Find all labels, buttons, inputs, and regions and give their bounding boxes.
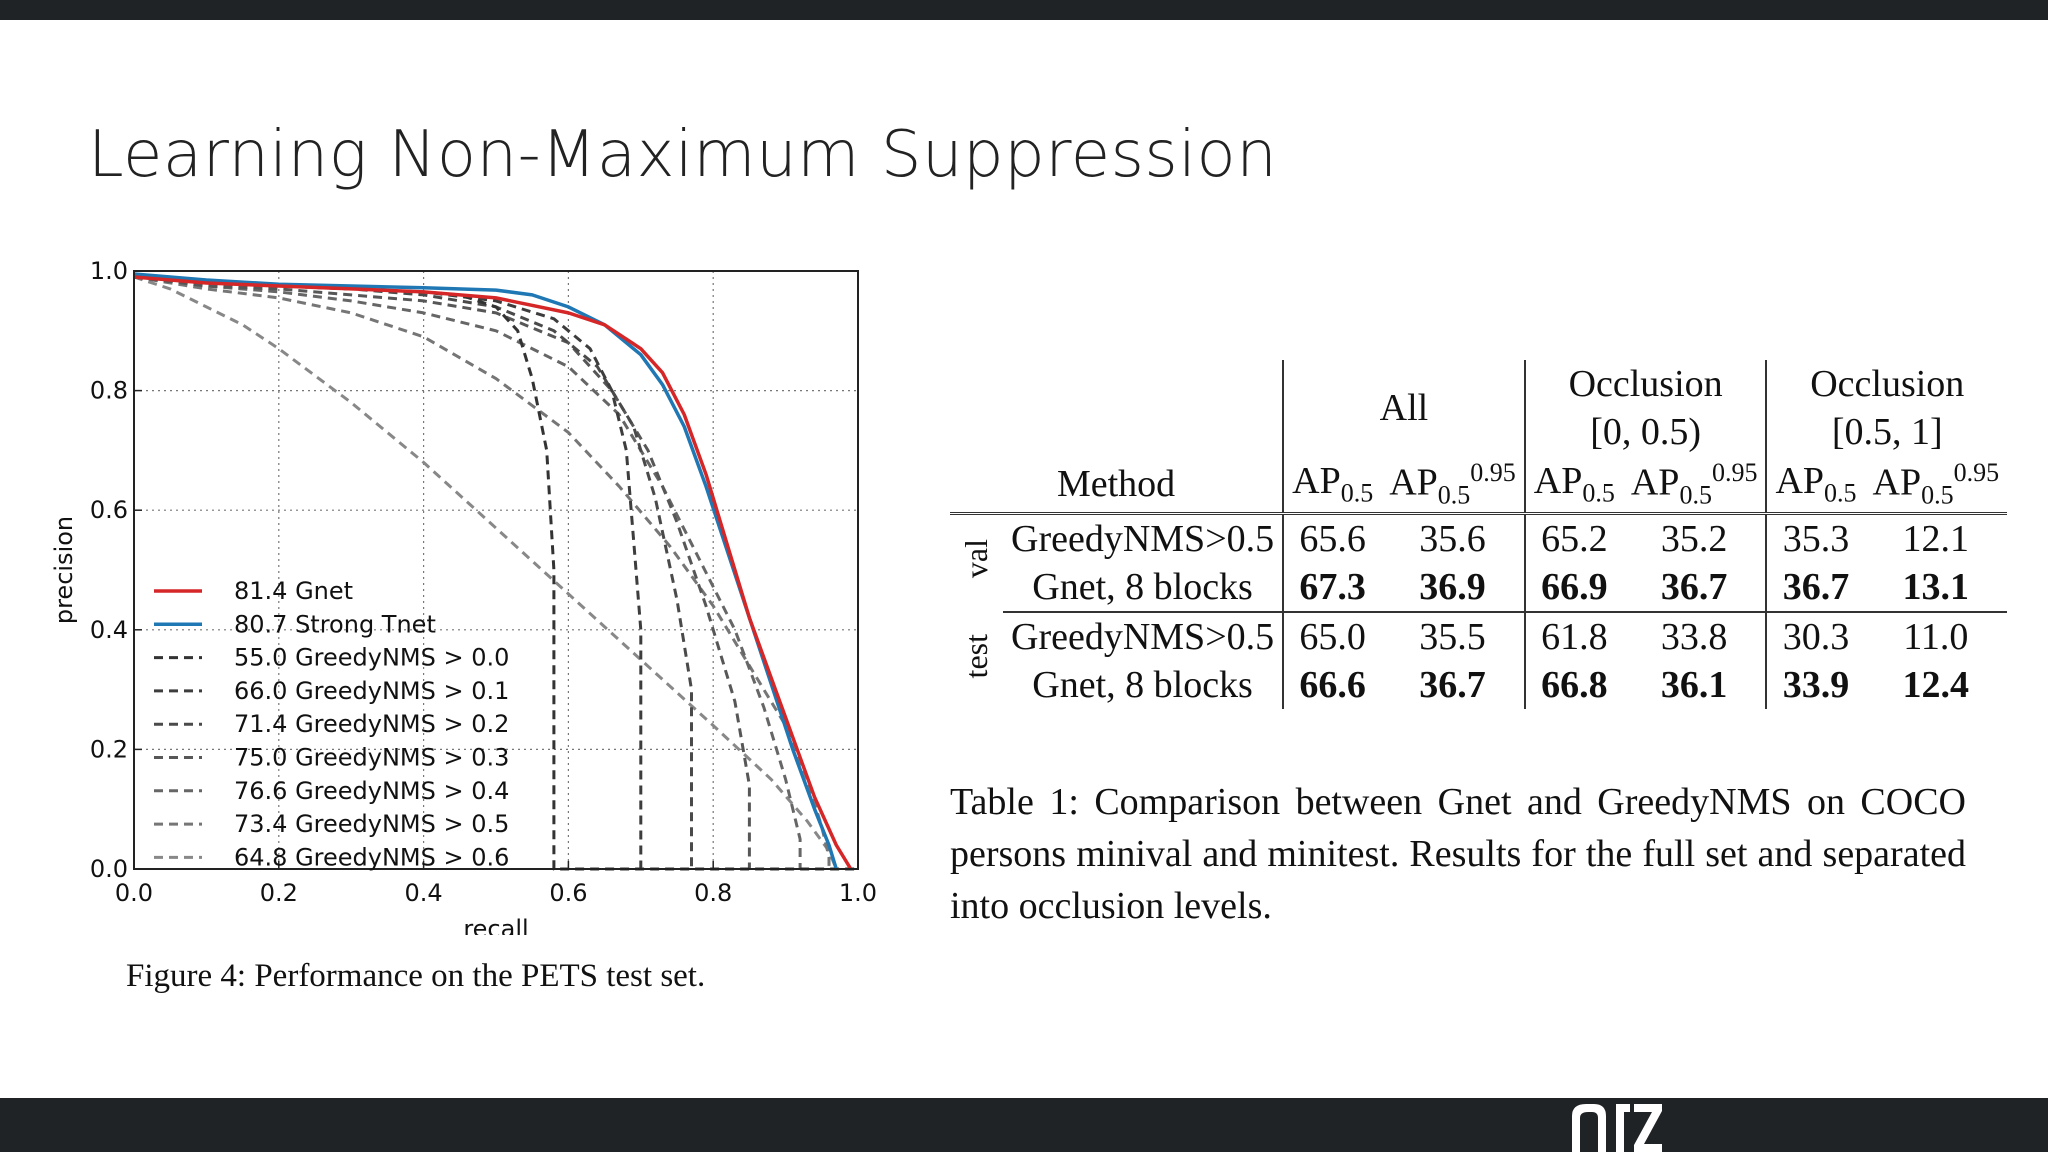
series-line: [133, 275, 838, 870]
table-cell: 66.8: [1541, 664, 1608, 707]
table-cell: 36.7: [1766, 563, 1865, 614]
x-tick-label: 0.6: [549, 879, 587, 907]
table-cell: 35.6: [1381, 513, 1526, 564]
legend-label: 75.0 GreedyNMS > 0.3: [234, 744, 509, 772]
split-label-test: test: [958, 633, 994, 678]
table-header-range-row: [0, 0.5) [0.5, 1]: [950, 408, 2007, 456]
x-axis-label: recall: [463, 915, 528, 935]
metric-header: AP0.50.95: [1622, 456, 1768, 516]
slide-title: Learning Non-Maximum Suppression: [88, 118, 1278, 192]
pr-chart: 0.0 0.2 0.4 0.6 0.8 1.0 0.0 0.2 0.4 0.6 0.8 1.0 rec…: [50, 257, 877, 935]
table-cell: 36.9: [1381, 563, 1526, 614]
y-tick-label: 0.8: [90, 377, 128, 405]
logo: nz: [1572, 1104, 1662, 1152]
x-tick-label: 0.8: [694, 879, 732, 907]
table-row: val GreedyNMS>0.5 65.6 35.6 65.2 35.2 35…: [950, 513, 2007, 578]
table-cell: 65.6: [1299, 518, 1366, 561]
legend-label: 76.6 GreedyNMS > 0.4: [234, 777, 509, 805]
group-occlusion-low: Occlusion: [1524, 360, 1768, 408]
y-tick-label: 0.0: [90, 855, 128, 883]
row-method: Gnet, 8 blocks: [1003, 661, 1285, 710]
legend-label: 73.4 GreedyNMS > 0.5: [234, 810, 509, 838]
table-cell: 13.1: [1864, 563, 2008, 614]
table-cell: 35.5: [1381, 612, 1526, 662]
legend-label: 55.0 GreedyNMS > 0.0: [234, 644, 509, 672]
table-cell: 65.2: [1541, 518, 1608, 561]
metric-header: AP0.5: [1524, 456, 1623, 516]
row-method: GreedyNMS>0.5: [1003, 612, 1285, 662]
legend-label: 64.8 GreedyNMS > 0.6: [234, 843, 509, 871]
series-line: [133, 275, 831, 869]
table-cell: 65.0: [1299, 616, 1366, 659]
chart-ticks: 0.0 0.2 0.4 0.6 0.8 1.0 0.0 0.2 0.4 0.6 0.8 1.0: [90, 257, 877, 907]
table-row: Gnet, 8 blocks 67.3 36.9 66.9 36.7 36.7 …: [950, 563, 2008, 614]
chart-series: [133, 272, 858, 871]
series-line: [133, 275, 643, 869]
table-header-metric-row: Method AP0.5 AP0.50.95 AP0.5 AP0.50.95 A…: [950, 456, 2008, 516]
legend-label: 66.0 GreedyNMS > 0.1: [234, 677, 509, 705]
metric-header: AP0.50.95: [1864, 456, 2008, 516]
top-bar: [0, 0, 2048, 20]
row-method: Gnet, 8 blocks: [1003, 563, 1285, 614]
legend-label: 80.7 Strong Tnet: [234, 610, 436, 638]
y-axis-label: precision: [50, 516, 78, 624]
table-row: test GreedyNMS>0.5 65.0 35.5 61.8 33.8 3…: [950, 612, 2007, 678]
group-occlusion-high: Occlusion: [1810, 363, 1965, 405]
range-high: [0.5, 1]: [1831, 411, 1943, 453]
method-header: Method: [950, 456, 1285, 516]
table-row: Gnet, 8 blocks 66.6 36.7 66.8 36.1 33.9 …: [950, 661, 2007, 710]
table-cell: 35.2: [1622, 513, 1768, 564]
x-tick-label: 0.4: [405, 879, 443, 907]
y-tick-label: 1.0: [90, 257, 128, 285]
series-line: [133, 275, 751, 869]
table-cell: 36.7: [1622, 563, 1768, 614]
metric-header: AP0.5: [1283, 456, 1382, 516]
results-table: All Occlusion Occlusion [0, 0.5) [0.5, 1…: [950, 360, 2008, 710]
series-line: [133, 272, 838, 870]
x-tick-label: 0.2: [260, 879, 298, 907]
series-line: [133, 275, 693, 869]
table-header-group-row: All Occlusion Occlusion: [950, 360, 2007, 456]
table-cell: 36.7: [1381, 661, 1526, 710]
table-cell: 67.3: [1283, 563, 1382, 614]
table-cell: 66.9: [1524, 563, 1623, 614]
table-cell: 33.9: [1782, 664, 1850, 707]
chart-legend: 81.4 Gnet 80.7 Strong Tnet 55.0 GreedyNMS …: [154, 577, 509, 871]
bottom-bar: [0, 1098, 2048, 1152]
table-cell: 61.8: [1541, 616, 1608, 659]
y-tick-label: 0.2: [90, 735, 128, 763]
table-caption: Table 1: Comparison between Gnet and Gre…: [950, 781, 1966, 927]
x-tick-label: 0.0: [115, 879, 153, 907]
series-line: [133, 275, 853, 870]
legend-label: 71.4 GreedyNMS > 0.2: [234, 710, 509, 738]
table-cell: 30.3: [1782, 616, 1850, 659]
table-cell: 11.0: [1903, 616, 1969, 659]
table-cell: 66.6: [1299, 664, 1366, 707]
row-method: GreedyNMS>0.5: [1003, 513, 1285, 564]
y-tick-label: 0.6: [90, 496, 128, 524]
table-cell: 33.8: [1622, 612, 1768, 662]
metric-header: AP0.50.95: [1381, 456, 1526, 516]
group-all: All: [1283, 360, 1526, 456]
series-line: [133, 275, 858, 871]
legend-label: 81.4 Gnet: [234, 577, 353, 605]
table-cell: 35.3: [1782, 518, 1850, 561]
table-cell: 12.1: [1902, 518, 1970, 561]
plot-frame: [133, 270, 859, 870]
y-tick-label: 0.4: [90, 616, 128, 644]
table-cell: 12.4: [1902, 664, 1970, 707]
x-tick-label: 1.0: [839, 879, 877, 907]
table-cell: 36.1: [1622, 661, 1768, 710]
range-low: [0, 0.5): [1524, 408, 1768, 456]
figure-caption: Figure 4: Performance on the PETS test s…: [126, 958, 706, 994]
metric-header: AP0.5: [1766, 456, 1865, 516]
split-label-val: val: [958, 539, 994, 579]
